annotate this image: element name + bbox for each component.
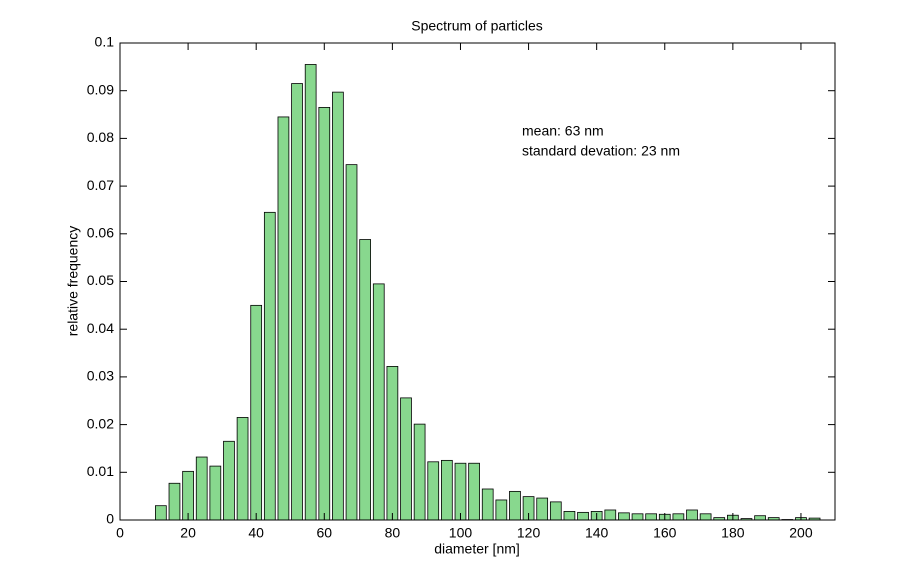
x-tick-label: 100 [449,525,473,541]
bar [318,106,331,521]
bar [686,509,698,521]
x-tick-label: 200 [789,525,813,541]
annotation: mean: 63 nm [522,123,604,139]
y-tick-label: 0.05 [87,272,114,288]
bar [754,515,766,521]
x-axis-label: diameter [nm] [434,541,520,557]
bar [400,397,412,521]
y-tick-label: 0.08 [87,129,114,145]
bar [209,465,222,521]
bar [304,64,317,521]
bar [454,462,467,521]
bar [332,91,344,521]
annotation: standard devation: 23 nm [522,143,680,159]
bar [604,509,617,521]
y-tick-label: 0.09 [87,81,114,97]
bar [250,304,263,521]
bar [563,511,576,521]
y-tick-label: 0.04 [87,320,114,336]
bar [182,470,194,521]
bar [223,440,235,521]
y-tick-label: 0.07 [87,177,114,193]
bar [618,512,630,521]
bar [263,211,276,521]
bar [536,497,549,521]
y-tick-label: 0.1 [95,34,115,50]
bar [413,423,426,521]
bar [236,417,249,521]
bar [481,488,494,521]
bar [427,461,440,521]
y-axis-label: relative frequency [65,226,81,337]
x-tick-label: 40 [248,525,264,541]
x-tick-label: 80 [385,525,401,541]
x-tick-label: 60 [316,525,332,541]
bar [386,366,399,521]
bar [345,164,358,521]
bar [277,116,290,521]
bar [495,499,508,521]
bar [168,482,181,521]
bar [645,513,657,521]
bar [359,239,371,521]
x-tick-label: 140 [585,525,609,541]
bar [672,513,685,521]
chart-title: Spectrum of particles [411,18,543,34]
x-tick-label: 20 [180,525,196,541]
bar [577,511,589,521]
bar [195,456,208,521]
x-tick-label: 180 [721,525,745,541]
bar [509,490,521,521]
bar [372,283,385,521]
bar [549,501,562,521]
y-tick-label: 0.03 [87,368,114,384]
y-tick-label: 0.02 [87,415,114,431]
y-tick-label: 0 [106,511,114,527]
bar [291,83,303,521]
bar [468,462,480,521]
bar [155,505,167,521]
x-tick-label: 0 [116,525,124,541]
bar [441,459,453,521]
x-tick-label: 160 [653,525,677,541]
y-tick-label: 0.01 [87,463,114,479]
bar [699,513,712,521]
bar [631,513,644,521]
y-tick-label: 0.06 [87,225,114,241]
x-tick-label: 120 [517,525,541,541]
